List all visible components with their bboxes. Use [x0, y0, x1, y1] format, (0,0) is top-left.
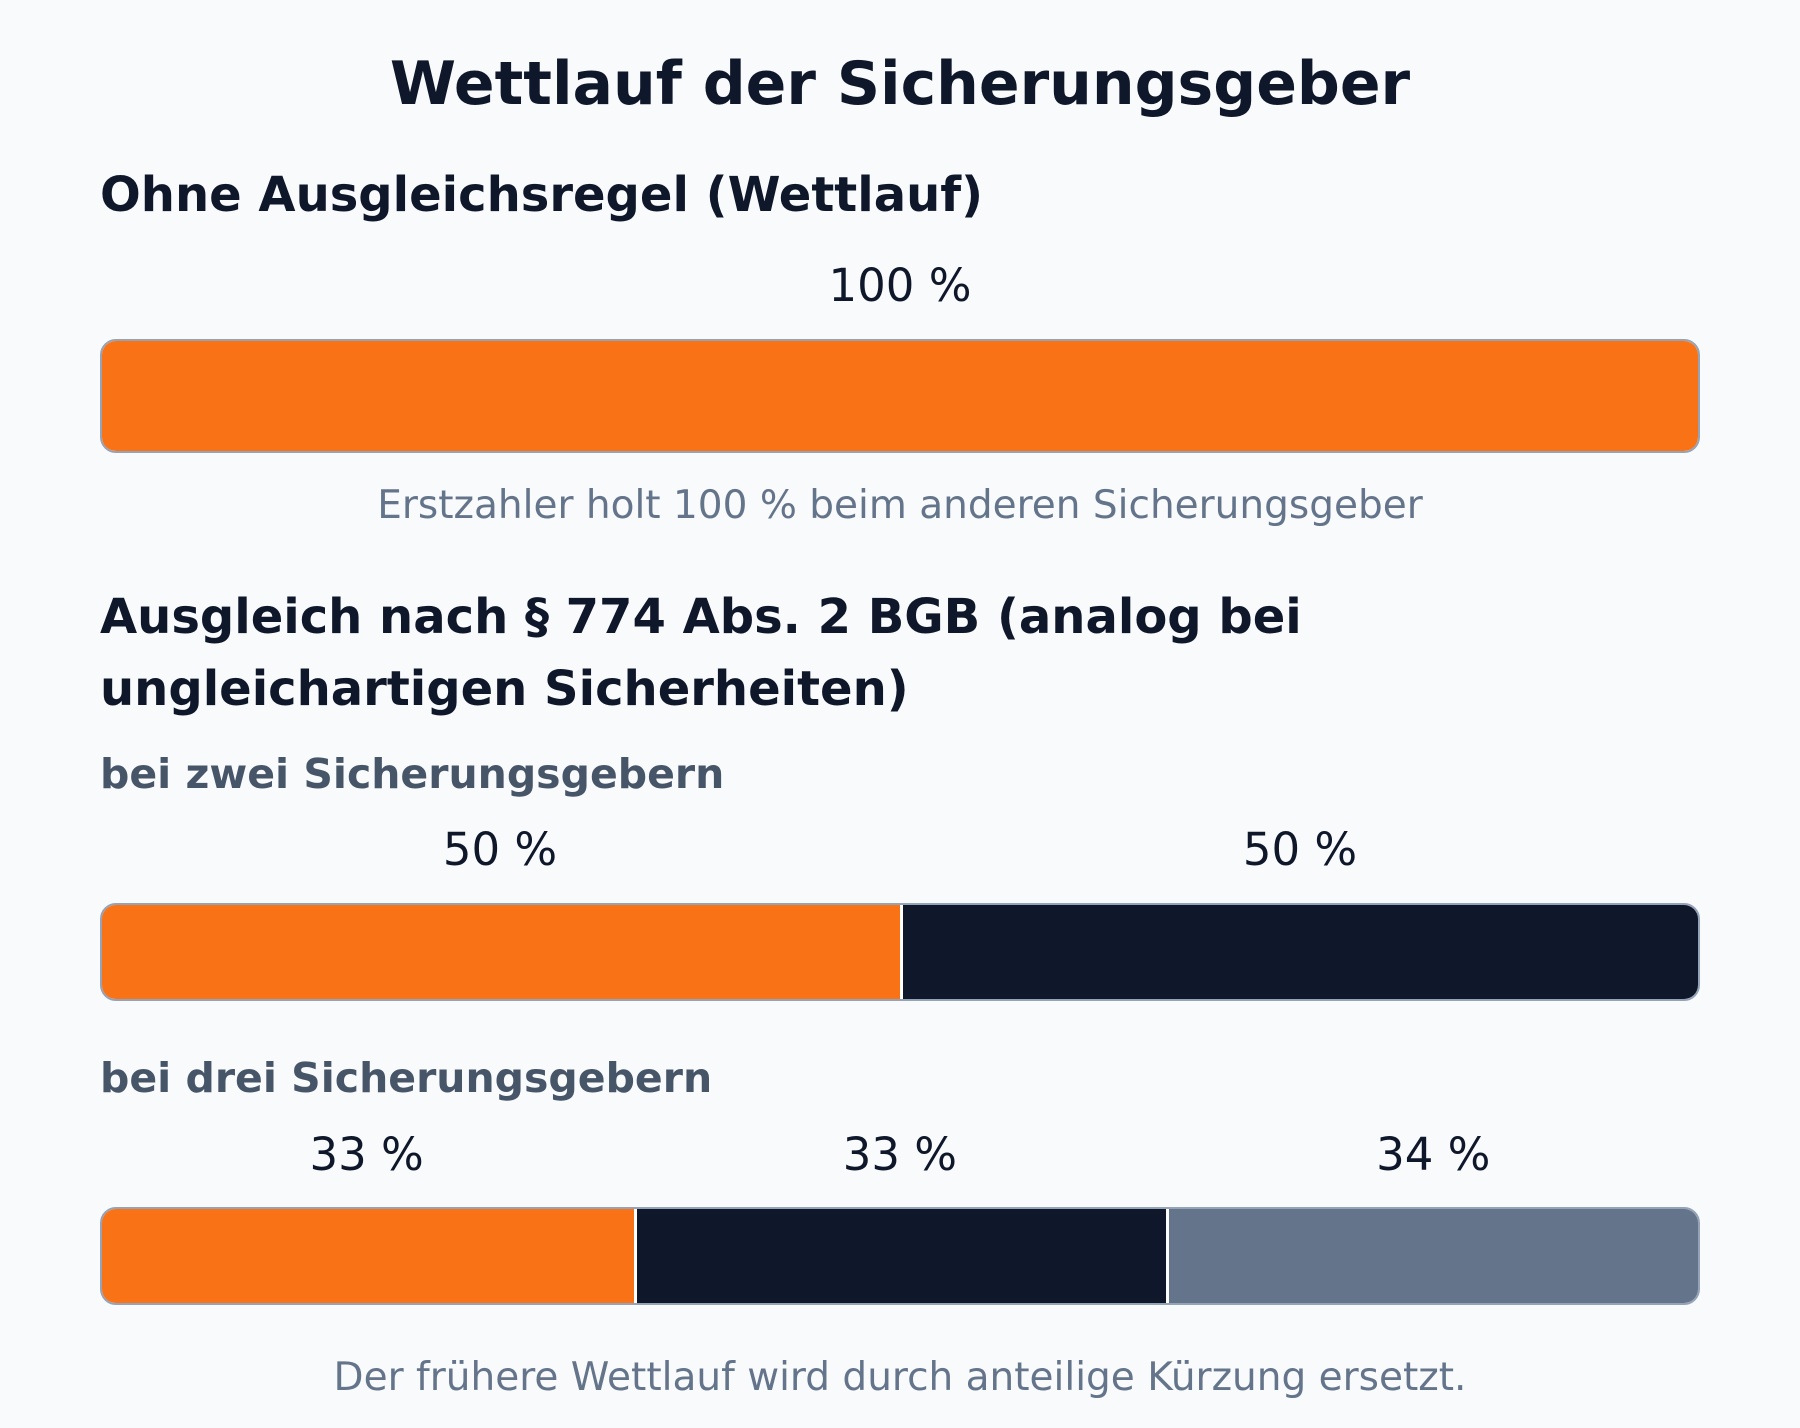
segment-label-two-a: 50 %	[442, 823, 558, 876]
section-heading-race: Ohne Ausgleichsregel (Wettlauf)	[100, 167, 984, 223]
bar-segment-race	[102, 341, 1698, 451]
chart-title: Wettlauf der Sicherungsgeber	[389, 49, 1411, 119]
bar-segment-three-b	[633, 1209, 1166, 1303]
section-heading-compensation-line1: Ausgleich nach § 774 Abs. 2 BGB (analog …	[100, 589, 1302, 645]
stacked-bar-race	[100, 339, 1700, 453]
section-heading-compensation-line2: ungleichartigen Sicherheiten)	[100, 661, 909, 717]
stacked-bar-two-guarantors	[100, 903, 1700, 1001]
bar-segment-three-a	[102, 1209, 634, 1303]
subheading-two-guarantors: bei zwei Sicherungsgebern	[100, 750, 725, 798]
bar-segment-two-b	[900, 905, 1698, 999]
stacked-bar-three-guarantors	[100, 1207, 1700, 1305]
bar-segment-three-c	[1165, 1209, 1698, 1303]
bar-segment-two-a	[102, 905, 900, 999]
segment-label-three-b: 33 %	[842, 1128, 958, 1181]
footer-note: Der frühere Wettlauf wird durch anteilig…	[333, 1355, 1467, 1400]
segment-label-race: 100 %	[828, 259, 972, 312]
subheading-three-guarantors: bei drei Sicherungsgebern	[100, 1054, 713, 1102]
segment-label-two-b: 50 %	[1242, 823, 1358, 876]
race-caption: Erstzahler holt 100 % beim anderen Siche…	[377, 483, 1423, 528]
segment-label-three-a: 33 %	[309, 1128, 424, 1181]
segment-label-three-c: 34 %	[1376, 1128, 1491, 1181]
